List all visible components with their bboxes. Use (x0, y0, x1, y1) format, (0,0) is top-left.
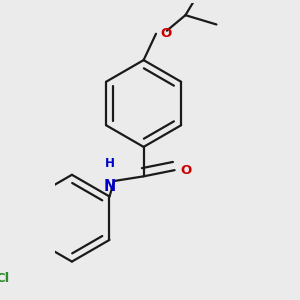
Text: O: O (160, 27, 172, 40)
Text: N: N (103, 179, 116, 194)
Text: O: O (181, 164, 192, 177)
Text: Cl: Cl (0, 272, 10, 285)
Text: H: H (104, 157, 115, 170)
